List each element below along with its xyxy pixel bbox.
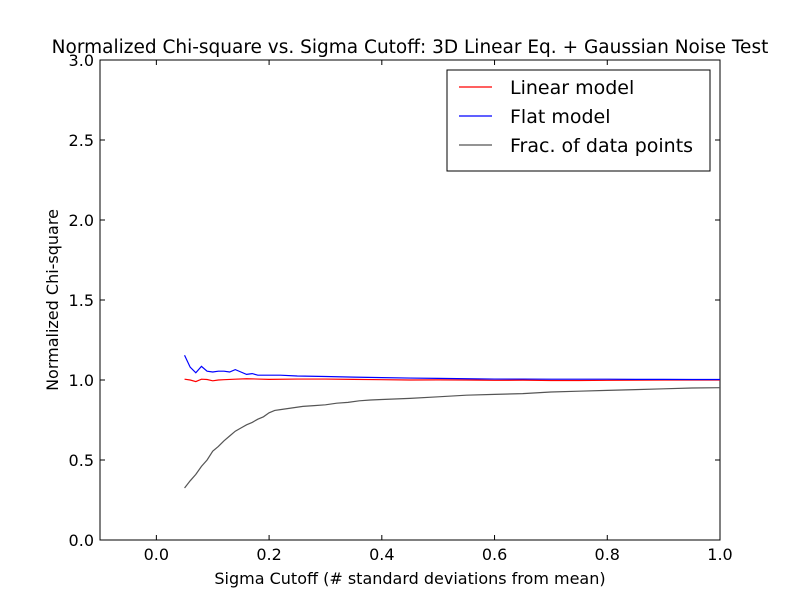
x-axis-label: Sigma Cutoff (# standard deviations from…: [214, 569, 605, 588]
legend-label: Flat model: [510, 106, 611, 128]
y-tick-label: 0.0: [69, 531, 94, 550]
x-tick-label: 0.2: [256, 545, 281, 564]
series-layer: [184, 354, 721, 489]
x-tick-label: 0.0: [144, 545, 169, 564]
y-tick-label: 3.0: [69, 51, 94, 70]
series-line-2: [184, 354, 720, 381]
legend-label: Frac. of data points: [510, 135, 693, 157]
y-tick-label: 2.5: [69, 131, 94, 150]
y-tick-label: 1.0: [69, 371, 94, 390]
x-tick-label: 0.4: [369, 545, 394, 564]
legend-label: Linear model: [510, 77, 634, 99]
y-tick-label: 1.5: [69, 291, 94, 310]
x-tick-label: 0.8: [595, 545, 620, 564]
series-line-1: [184, 378, 720, 383]
legend: Linear model Flat model Frac. of data poin…: [446, 69, 711, 172]
series-line-3: [184, 387, 721, 489]
y-tick-label: 2.0: [69, 211, 94, 230]
x-tick-label: 0.6: [482, 545, 507, 564]
y-tick-label: 0.5: [69, 451, 94, 470]
y-axis-label: Normalized Chi-square: [43, 209, 62, 391]
axis-ticks: 0.0 0.2 0.4 0.6 0.8 1.0 0.0 0.5 1.0 1.5 2.0 2.5 3.0: [69, 51, 733, 564]
chart-title: Normalized Chi-square vs. Sigma Cutoff: …: [52, 37, 769, 58]
x-tick-label: 1.0: [707, 545, 732, 564]
